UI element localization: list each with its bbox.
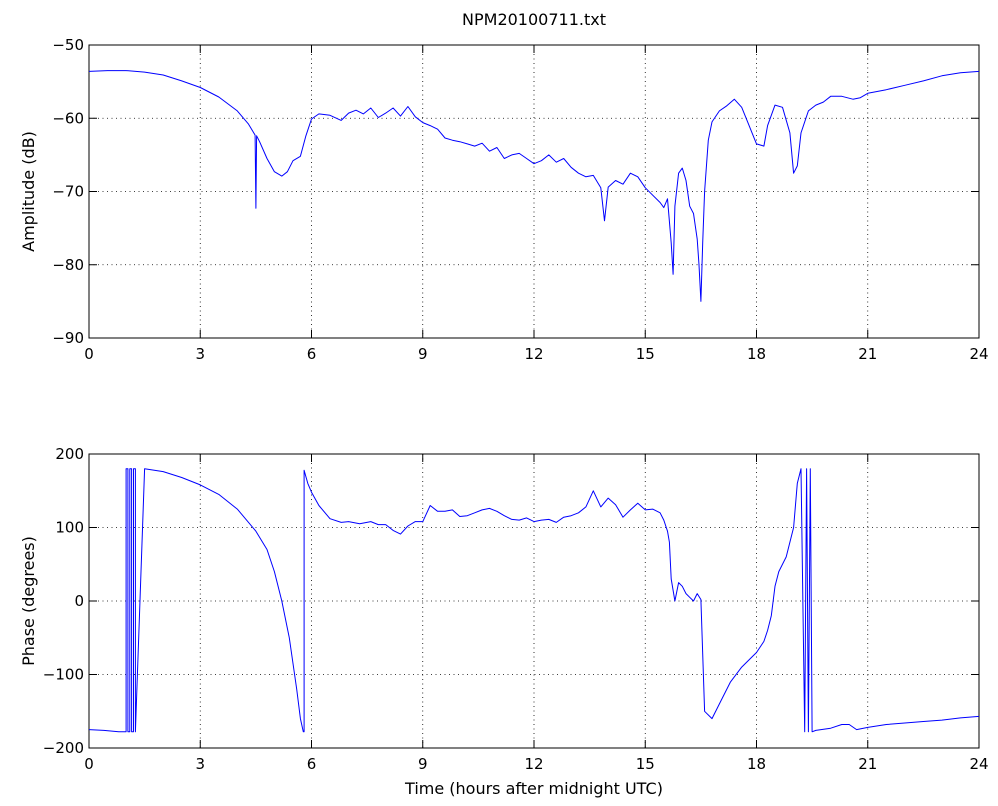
- phase-x-tick-label: 0: [84, 755, 94, 773]
- amplitude-y-axis-label: Amplitude (dB): [19, 131, 38, 252]
- amplitude-x-tick-label: 3: [195, 345, 205, 363]
- amplitude-x-tick-label: 6: [307, 345, 317, 363]
- phase-y-tick-label: 0: [74, 592, 84, 610]
- amplitude-y-tick-label: −60: [52, 109, 84, 127]
- phase-x-tick-label: 15: [636, 755, 655, 773]
- phase-x-tick-label: 9: [418, 755, 428, 773]
- phase-y-axis-label: Phase (degrees): [19, 536, 38, 666]
- amplitude-panel: 0 3 6 9 12 15 18 21 24 −90 −80 −70 −60 −50 Amplitude (…: [19, 36, 989, 363]
- amplitude-x-tick-label: 18: [747, 345, 766, 363]
- amplitude-x-tick-label: 21: [858, 345, 877, 363]
- amplitude-x-tick-label: 15: [636, 345, 655, 363]
- phase-x-tick-label: 6: [307, 755, 317, 773]
- amplitude-x-tick-label: 0: [84, 345, 94, 363]
- amplitude-x-tick-label: 24: [969, 345, 988, 363]
- amplitude-plot-area: [88, 44, 980, 339]
- phase-panel: 0 3 6 9 12 15 18 21 24 −200 −100 0 100 200 Phase (degr…: [19, 445, 989, 798]
- phase-y-tick-label: 200: [55, 445, 84, 463]
- phase-x-tick-label: 3: [195, 755, 205, 773]
- amplitude-series-line: [88, 70, 980, 302]
- phase-plot-area: [88, 453, 980, 749]
- amplitude-y-tick-label: −50: [52, 36, 84, 54]
- phase-x-tick-label: 24: [969, 755, 988, 773]
- chart-title: NPM20100711.txt: [462, 10, 606, 29]
- phase-x-axis-label: Time (hours after midnight UTC): [404, 779, 663, 798]
- phase-x-tick-label: 21: [858, 755, 877, 773]
- amplitude-x-tick-label: 9: [418, 345, 428, 363]
- amplitude-y-tick-label: −70: [52, 183, 84, 201]
- amplitude-x-tick-label: 12: [524, 345, 543, 363]
- phase-series-line: [88, 468, 980, 733]
- phase-x-tick-label: 18: [747, 755, 766, 773]
- phase-x-tick-label: 12: [524, 755, 543, 773]
- phase-y-tick-label: −200: [43, 739, 84, 757]
- amplitude-y-tick-label: −90: [52, 329, 84, 347]
- amplitude-y-tick-label: −80: [52, 256, 84, 274]
- phase-y-tick-label: −100: [43, 666, 84, 684]
- phase-y-tick-label: 100: [55, 519, 84, 537]
